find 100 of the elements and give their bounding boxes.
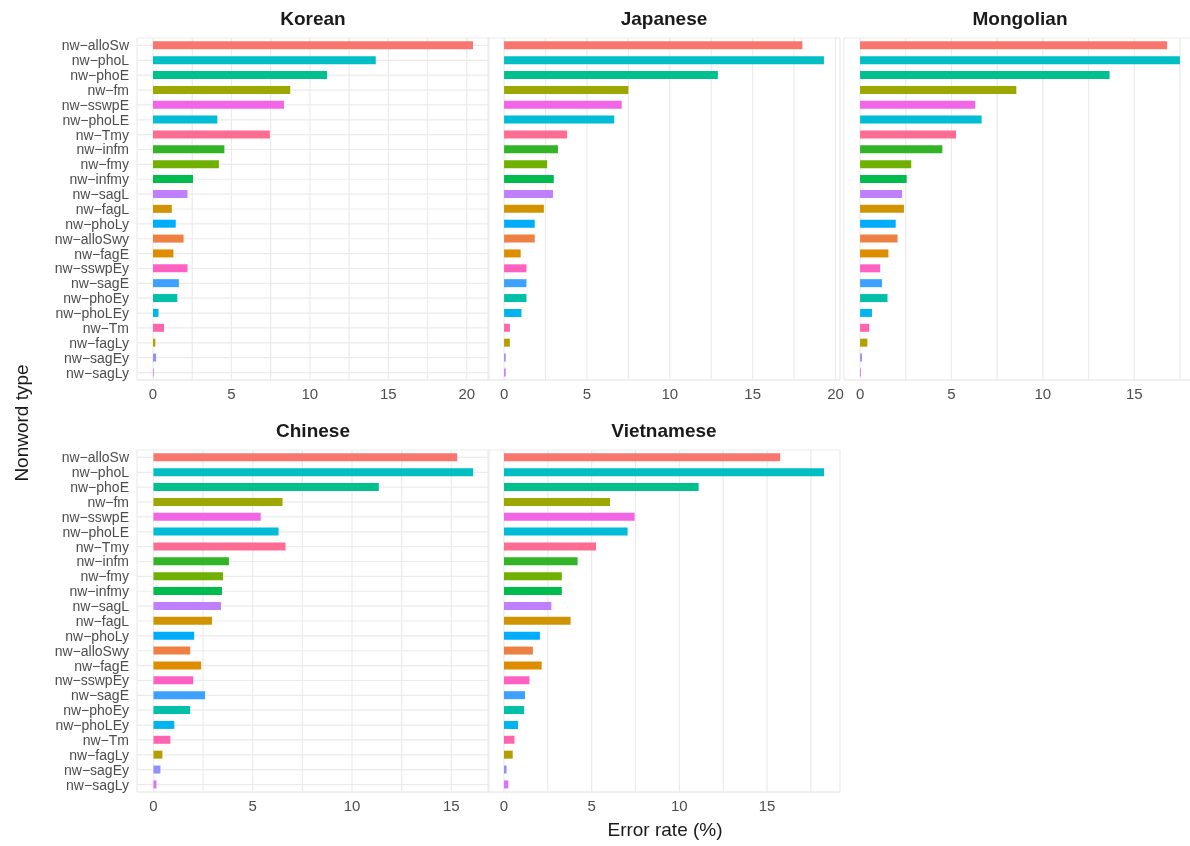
- bar: [860, 85, 1017, 94]
- bar: [153, 765, 161, 774]
- y-tick-label: nw−phoLEy: [55, 305, 129, 322]
- chart-title: Vietnamese: [610, 420, 718, 443]
- bar: [504, 100, 622, 109]
- y-tick-label: nw−phoL: [71, 464, 130, 481]
- bar: [504, 234, 535, 243]
- bar: [860, 308, 872, 317]
- y-tick-label: nw−phoEy: [63, 702, 129, 719]
- bar: [153, 691, 206, 700]
- bar: [153, 323, 164, 332]
- bar: [860, 130, 957, 139]
- x-tick-label: 20: [458, 384, 476, 402]
- chart-title: Mongolian: [971, 8, 1069, 31]
- x-tick-label: 5: [582, 384, 592, 402]
- bar: [860, 41, 1168, 50]
- bar: [153, 100, 284, 109]
- bar: [860, 279, 883, 288]
- y-tick-label: nw−phoE: [70, 67, 129, 84]
- bar: [503, 720, 518, 729]
- bar: [153, 483, 379, 492]
- bar: [503, 601, 552, 610]
- bar: [153, 720, 175, 729]
- bar: [503, 497, 611, 506]
- bar: [504, 145, 558, 154]
- bar: [503, 765, 507, 774]
- bar: [503, 572, 562, 581]
- bar: [503, 587, 562, 596]
- y-tick-label: nw−fagLy: [69, 334, 129, 351]
- y-tick-label: nw−fagLy: [69, 746, 129, 763]
- bar: [503, 527, 628, 536]
- bar: [503, 706, 525, 715]
- bar: [153, 294, 178, 303]
- bar: [504, 308, 522, 317]
- bar: [504, 204, 544, 213]
- bar: [860, 264, 881, 273]
- x-tick-label: 5: [248, 796, 257, 814]
- bar: [504, 249, 521, 258]
- y-tick-label: nw−phoEy: [63, 290, 129, 307]
- x-tick-label: 5: [587, 796, 596, 814]
- bar: [153, 572, 223, 581]
- bar: [153, 616, 213, 625]
- bar: [860, 145, 943, 154]
- bar: [503, 750, 513, 759]
- x-tick-label: 10: [661, 384, 679, 402]
- bar: [504, 56, 824, 65]
- x-tick-label: 10: [1034, 384, 1052, 402]
- y-tick-label: nw−sswpE: [61, 96, 129, 113]
- bar: [504, 189, 553, 198]
- bar: [153, 735, 171, 744]
- bar: [504, 264, 527, 273]
- bar: [504, 338, 510, 347]
- chart-title: Korean: [279, 8, 347, 31]
- bar: [153, 353, 157, 362]
- x-axis-title: Error rate (%): [607, 819, 723, 841]
- y-tick-label: nw−sswpE: [61, 508, 129, 525]
- bar: [860, 189, 903, 198]
- bar: [153, 175, 193, 184]
- bar: [153, 676, 194, 685]
- chart-title: Japanese: [619, 8, 709, 31]
- bar: [503, 631, 540, 640]
- bar: [153, 264, 188, 273]
- bar: [153, 706, 191, 715]
- bar: [153, 587, 222, 596]
- bar: [153, 631, 195, 640]
- bar: [153, 308, 159, 317]
- y-tick-label: nw−infmy: [69, 583, 129, 600]
- x-tick-label: 15: [1125, 384, 1143, 402]
- bar: [504, 85, 629, 94]
- y-tick-label: nw−sagL: [72, 598, 130, 615]
- x-tick-label: 0: [499, 796, 509, 814]
- x-tick-label: 10: [301, 384, 319, 402]
- y-tick-label: nw−phoL: [71, 52, 130, 69]
- bar: [503, 453, 781, 462]
- bar: [153, 527, 279, 536]
- x-tick-label: 0: [149, 796, 158, 814]
- y-tick-label: nw−infmy: [69, 171, 129, 188]
- bar: [153, 71, 328, 80]
- x-tick-label: 5: [227, 384, 236, 402]
- x-tick-label: 15: [442, 796, 460, 814]
- bar: [153, 646, 191, 655]
- bar: [153, 85, 291, 94]
- bar: [503, 616, 571, 625]
- x-tick-label: 0: [148, 384, 158, 402]
- bar: [153, 557, 229, 566]
- bar: [504, 219, 535, 228]
- bar: [503, 676, 530, 685]
- bar: [503, 542, 597, 551]
- y-tick-label: nw−sagE: [71, 687, 129, 704]
- bar: [153, 115, 218, 124]
- x-tick-label: 15: [379, 384, 397, 402]
- bar: [860, 160, 912, 169]
- bar: [860, 100, 976, 109]
- y-tick-label: nw−fmy: [80, 156, 129, 173]
- y-axis-title: Nonword type: [11, 364, 33, 482]
- y-tick-label: nw−fm: [87, 494, 129, 511]
- bar: [860, 249, 889, 258]
- bar: [153, 219, 176, 228]
- bar: [153, 249, 174, 258]
- y-tick-label: nw−phoE: [70, 479, 129, 496]
